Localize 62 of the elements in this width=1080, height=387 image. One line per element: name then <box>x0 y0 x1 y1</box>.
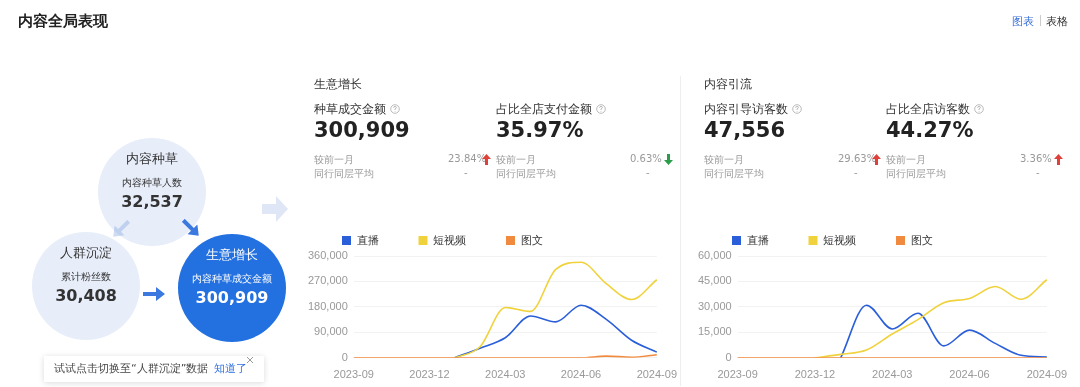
x-tick-label: 2024-06 <box>949 368 990 381</box>
legend-label: 直播 <box>356 233 379 246</box>
text: 同行同层平均 <box>314 167 374 181</box>
text: 3.36% <box>1020 153 1052 164</box>
x-tick-label: 2024-03 <box>485 368 526 381</box>
y-tick-label: 45,000 <box>697 274 732 287</box>
y-tick-label: 270,000 <box>308 274 348 287</box>
text: - <box>854 167 858 178</box>
text: 内容种草 <box>125 150 179 168</box>
text: 同行同层平均 <box>496 167 556 181</box>
x-tick-label: 2024-09 <box>636 368 677 381</box>
x-tick-label: 2024-09 <box>1026 368 1067 381</box>
text: 44.27% <box>886 118 974 142</box>
x-tick-label: 2023-09 <box>333 368 374 381</box>
text: 生意增长 <box>205 246 259 264</box>
x-tick-label: 2024-03 <box>872 368 913 381</box>
text: 0.63% <box>630 153 662 164</box>
y-tick-label: 360,000 <box>308 249 348 262</box>
text: 试试点击切换至“人群沉淀”数据 <box>54 362 209 375</box>
text: 内容引导访客数 <box>704 101 788 118</box>
text: 内容全局表现 <box>18 12 108 31</box>
text: 300,909 <box>314 118 410 142</box>
text: 35.97% <box>496 118 584 142</box>
text: - <box>1036 167 1040 178</box>
text: 29.63% <box>838 153 877 164</box>
text: 占比全店访客数 <box>886 101 970 118</box>
y-tick-label: 60,000 <box>697 249 732 262</box>
text: 图表 <box>1012 14 1034 29</box>
y-tick-label: 0 <box>341 350 348 363</box>
text: 47,556 <box>704 118 786 142</box>
text: 300,909 <box>194 288 270 307</box>
text: 23.84% <box>448 153 487 164</box>
legend-label: 图文 <box>520 233 543 246</box>
text: 知道了 <box>214 362 248 375</box>
x-tick-label: 2023-09 <box>717 368 758 381</box>
x-tick-label: 2024-06 <box>560 368 602 381</box>
text: 表格 <box>1046 14 1068 29</box>
y-tick-label: 180,000 <box>308 299 348 312</box>
legend-label: 直播 <box>746 233 769 246</box>
chart-title: 内容引流 <box>704 76 752 93</box>
legend-label: 图文 <box>910 233 933 246</box>
text: - <box>646 167 650 178</box>
y-tick-label: 0 <box>725 350 732 363</box>
text: 内容种草成交金额 <box>191 272 273 286</box>
legend-label: 短视频 <box>433 233 466 246</box>
y-tick-label: 15,000 <box>697 325 732 338</box>
chart-title: 生意增长 <box>314 76 362 93</box>
text: 种草成交金额 <box>314 101 386 118</box>
text: 内容种草人数 <box>121 176 183 190</box>
legend-label: 短视频 <box>823 233 856 246</box>
text: 占比全店支付金额 <box>496 101 592 118</box>
text: 30,408 <box>54 286 118 305</box>
x-tick-label: 2023-12 <box>794 368 836 381</box>
text: 人群沉淀 <box>59 244 113 262</box>
text: 同行同层平均 <box>886 167 946 181</box>
y-tick-label: 90,000 <box>314 325 348 338</box>
text: 32,537 <box>120 192 184 211</box>
y-tick-label: 30,000 <box>697 299 732 312</box>
text: 累计粉丝数 <box>60 270 112 284</box>
text: - <box>464 167 468 178</box>
x-tick-label: 2023-12 <box>409 368 450 381</box>
text: 同行同层平均 <box>704 167 764 181</box>
